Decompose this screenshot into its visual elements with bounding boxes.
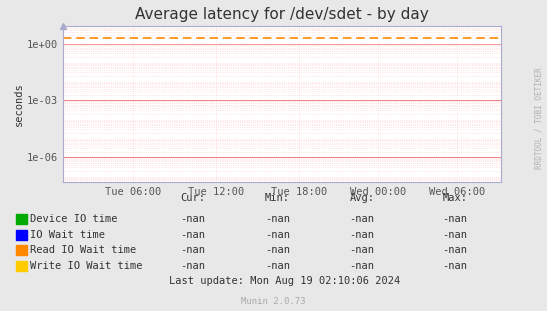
Text: -nan: -nan bbox=[180, 261, 205, 271]
Text: -nan: -nan bbox=[180, 214, 205, 224]
Text: -nan: -nan bbox=[443, 245, 468, 255]
Text: Read IO Wait time: Read IO Wait time bbox=[30, 245, 136, 255]
Text: Avg:: Avg: bbox=[350, 193, 375, 202]
Text: RRDTOOL / TOBI OETIKER: RRDTOOL / TOBI OETIKER bbox=[535, 67, 544, 169]
Text: Min:: Min: bbox=[265, 193, 290, 202]
Text: -nan: -nan bbox=[265, 245, 290, 255]
Text: Munin 2.0.73: Munin 2.0.73 bbox=[241, 297, 306, 306]
Text: Last update: Mon Aug 19 02:10:06 2024: Last update: Mon Aug 19 02:10:06 2024 bbox=[169, 276, 400, 285]
Text: -nan: -nan bbox=[350, 214, 375, 224]
Text: Write IO Wait time: Write IO Wait time bbox=[30, 261, 143, 271]
Text: -nan: -nan bbox=[443, 214, 468, 224]
Text: -nan: -nan bbox=[265, 214, 290, 224]
Text: -nan: -nan bbox=[265, 261, 290, 271]
Text: -nan: -nan bbox=[350, 230, 375, 240]
Text: -nan: -nan bbox=[443, 261, 468, 271]
Text: -nan: -nan bbox=[180, 245, 205, 255]
Text: Cur:: Cur: bbox=[180, 193, 205, 202]
Text: Device IO time: Device IO time bbox=[30, 214, 118, 224]
Text: -nan: -nan bbox=[443, 230, 468, 240]
Text: -nan: -nan bbox=[180, 230, 205, 240]
Text: -nan: -nan bbox=[265, 230, 290, 240]
Text: Max:: Max: bbox=[443, 193, 468, 202]
Text: -nan: -nan bbox=[350, 245, 375, 255]
Text: IO Wait time: IO Wait time bbox=[30, 230, 105, 240]
Y-axis label: seconds: seconds bbox=[14, 82, 24, 126]
Title: Average latency for /dev/sdet - by day: Average latency for /dev/sdet - by day bbox=[135, 7, 429, 22]
Text: -nan: -nan bbox=[350, 261, 375, 271]
